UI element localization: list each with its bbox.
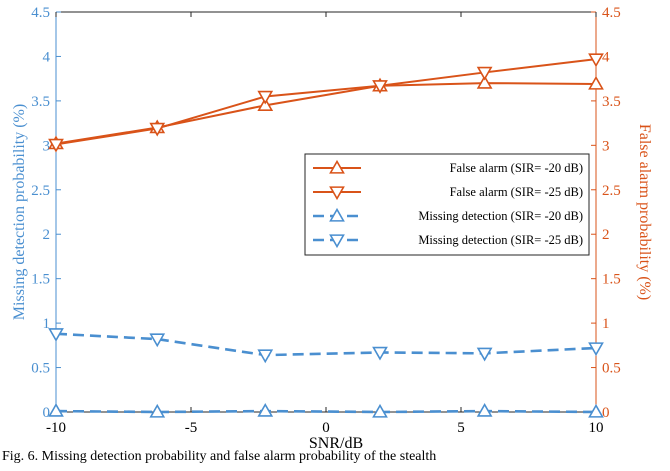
left-tick-label: 3 xyxy=(43,138,51,154)
x-tick-label: 10 xyxy=(589,420,604,436)
data-point-marker xyxy=(372,80,388,94)
x-axis: -10 -5 0 5 10 xyxy=(46,12,604,436)
left-tick-label: 2 xyxy=(43,227,51,243)
left-tick-label: 4.5 xyxy=(31,5,50,21)
series-line xyxy=(55,409,597,414)
left-y-axis-label: Missing detection probability (%) xyxy=(11,104,28,320)
legend: False alarm (SIR= -20 dB) False alarm (SI… xyxy=(304,153,590,256)
legend-swatch-marker xyxy=(329,159,345,174)
data-point-marker xyxy=(588,75,604,90)
right-tick-label: 3.5 xyxy=(602,94,621,110)
left-tick-label: 4 xyxy=(43,49,51,65)
series-1 xyxy=(48,74,604,150)
right-tick-label: 2 xyxy=(602,227,610,243)
left-tick-label: 3.5 xyxy=(31,94,50,110)
left-tick-label: 2.5 xyxy=(31,183,50,199)
data-point-marker xyxy=(588,53,604,68)
left-tick-label: 0 xyxy=(43,405,51,421)
legend-entry-label: False alarm (SIR= -25 dB) xyxy=(450,185,583,199)
data-point-marker xyxy=(476,66,493,81)
left-tick-label: 1.5 xyxy=(31,272,50,288)
x-tick-label: -10 xyxy=(46,420,66,436)
data-point-marker xyxy=(149,333,166,348)
x-axis-label: SNR/dB xyxy=(309,435,363,452)
series-layer xyxy=(48,53,604,418)
series-line xyxy=(55,58,597,146)
right-y-axis-label: False alarm probability (%) xyxy=(636,124,653,300)
legend-entry-label: Missing detection (SIR= -25 dB) xyxy=(418,233,583,247)
legend-swatch-marker xyxy=(329,234,345,249)
data-point-marker xyxy=(257,349,274,364)
left-tick-label: 0.5 xyxy=(31,361,50,377)
data-point-marker xyxy=(257,90,274,105)
data-point-marker xyxy=(149,403,166,418)
data-point-marker xyxy=(149,122,166,137)
data-point-marker xyxy=(372,346,388,361)
right-tick-label: 3 xyxy=(602,138,610,154)
x-tick-label: 0 xyxy=(322,420,330,436)
right-tick-label: 4.5 xyxy=(602,5,621,21)
right-tick-label: 0 xyxy=(602,405,610,421)
data-point-marker xyxy=(476,402,493,417)
series-line xyxy=(55,332,597,357)
left-tick-label: 1 xyxy=(43,316,51,332)
right-y-axis: 0 0.5 1 1.5 2 2.5 3 3.5 4 4.5 xyxy=(591,5,621,421)
right-tick-label: 1 xyxy=(602,316,610,332)
legend-swatch-marker xyxy=(329,186,345,201)
data-point-marker xyxy=(257,402,274,417)
data-point-marker xyxy=(372,403,388,418)
right-tick-label: 0.5 xyxy=(602,361,621,377)
data-point-marker xyxy=(476,74,493,89)
series-3 xyxy=(48,402,604,418)
legend-box xyxy=(304,153,590,256)
data-point-marker xyxy=(48,138,64,153)
data-point-marker xyxy=(48,402,64,417)
series-4 xyxy=(48,328,604,364)
data-point-marker xyxy=(588,342,604,357)
figure-caption: Fig. 6. Missing detection probability an… xyxy=(2,449,437,464)
x-tick-label: 5 xyxy=(457,420,465,436)
x-tick-label: -5 xyxy=(185,420,198,436)
right-tick-label: 2.5 xyxy=(602,183,621,199)
data-point-marker xyxy=(476,347,493,362)
series-2 xyxy=(48,53,604,153)
legend-entry-label: False alarm (SIR= -20 dB) xyxy=(450,161,583,175)
right-tick-label: 4 xyxy=(602,49,610,65)
legend-entry-label: Missing detection (SIR= -20 dB) xyxy=(418,209,583,223)
right-tick-label: 1.5 xyxy=(602,272,621,288)
series-line xyxy=(55,82,597,145)
legend-swatch-marker xyxy=(329,207,345,222)
left-y-axis: 0 0.5 1 1.5 2 2.5 3 3.5 4 4.5 xyxy=(31,5,61,421)
data-point-marker xyxy=(48,328,64,342)
data-point-marker xyxy=(588,403,604,418)
